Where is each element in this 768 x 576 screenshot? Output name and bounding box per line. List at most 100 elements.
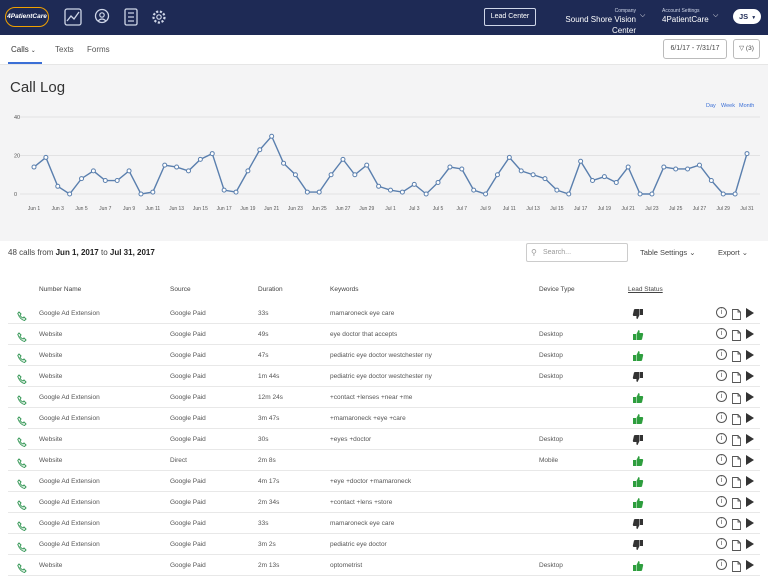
- transcript-document-icon[interactable]: [732, 454, 741, 467]
- data-point[interactable]: [114, 178, 120, 184]
- range-month-link[interactable]: Month: [739, 103, 755, 109]
- data-point[interactable]: [90, 168, 96, 174]
- transcript-document-icon[interactable]: [732, 475, 741, 488]
- info-icon[interactable]: i: [716, 538, 727, 549]
- data-point[interactable]: [542, 176, 548, 182]
- data-point[interactable]: [506, 154, 512, 160]
- transcript-document-icon[interactable]: [732, 517, 741, 530]
- data-point[interactable]: [150, 189, 156, 195]
- range-day-link[interactable]: Day: [706, 103, 716, 109]
- data-point[interactable]: [601, 174, 607, 180]
- data-point[interactable]: [197, 156, 203, 162]
- data-point[interactable]: [67, 191, 73, 197]
- play-recording-icon[interactable]: [746, 497, 754, 507]
- data-point[interactable]: [316, 189, 322, 195]
- info-icon[interactable]: i: [716, 517, 727, 528]
- data-point[interactable]: [447, 164, 453, 170]
- column-header-device-type[interactable]: Device Type: [539, 286, 575, 293]
- data-point[interactable]: [518, 168, 524, 174]
- table-settings-dropdown[interactable]: Table Settings ⌄: [640, 248, 696, 257]
- info-icon[interactable]: i: [716, 496, 727, 507]
- account-chevron-down-icon[interactable]: ⌵: [713, 12, 719, 19]
- table-row[interactable]: Website Google Paid 30s +eyes +doctor Deskto…: [8, 429, 760, 450]
- table-row[interactable]: Website Google Paid 2m 13s optometrist Deskt…: [8, 555, 760, 576]
- data-point[interactable]: [340, 156, 346, 162]
- data-point[interactable]: [625, 164, 631, 170]
- thumbs-up-icon[interactable]: [632, 496, 644, 508]
- data-point[interactable]: [388, 187, 393, 193]
- thumbs-down-icon[interactable]: [632, 433, 644, 445]
- play-recording-icon[interactable]: [746, 539, 754, 549]
- info-icon[interactable]: i: [716, 433, 727, 444]
- data-point[interactable]: [744, 151, 750, 157]
- data-point[interactable]: [376, 183, 382, 189]
- data-point[interactable]: [578, 158, 584, 164]
- thumbs-up-icon[interactable]: [632, 328, 644, 340]
- play-recording-icon[interactable]: [746, 329, 754, 339]
- data-point[interactable]: [435, 179, 441, 185]
- transcript-document-icon[interactable]: [732, 349, 741, 362]
- info-icon[interactable]: i: [716, 559, 727, 570]
- data-point[interactable]: [411, 181, 417, 187]
- play-recording-icon[interactable]: [746, 413, 754, 423]
- app-logo[interactable]: 4PatientCare: [5, 7, 49, 27]
- column-header-duration[interactable]: Duration: [258, 286, 283, 293]
- transcript-document-icon[interactable]: [732, 433, 741, 446]
- data-point[interactable]: [399, 189, 405, 195]
- table-row[interactable]: Website Google Paid 1m 44s pediatric eye do…: [8, 366, 760, 387]
- play-recording-icon[interactable]: [746, 455, 754, 465]
- account-settings-menu[interactable]: Account Settings 4PatientCare: [662, 8, 722, 25]
- transcript-document-icon[interactable]: [732, 328, 741, 341]
- data-point[interactable]: [245, 168, 251, 174]
- table-row[interactable]: Google Ad Extension Google Paid 4m 17s +eye…: [8, 471, 760, 492]
- column-header-keywords[interactable]: Keywords: [330, 286, 359, 293]
- data-point[interactable]: [661, 164, 667, 170]
- data-point[interactable]: [673, 166, 679, 172]
- column-header-lead-status[interactable]: Lead Status: [628, 286, 663, 293]
- data-point[interactable]: [79, 176, 85, 182]
- thumbs-down-icon[interactable]: [632, 517, 644, 529]
- data-point[interactable]: [138, 191, 144, 197]
- data-point[interactable]: [281, 160, 287, 166]
- data-point[interactable]: [590, 178, 596, 184]
- settings-gear-icon[interactable]: [150, 8, 168, 26]
- transcript-document-icon[interactable]: [732, 559, 741, 572]
- table-row[interactable]: Google Ad Extension Google Paid 2m 34s +con…: [8, 492, 760, 513]
- table-row[interactable]: Google Ad Extension Google Paid 33s mamaron…: [8, 303, 760, 324]
- data-point[interactable]: [720, 191, 726, 197]
- info-icon[interactable]: i: [716, 307, 727, 318]
- data-point[interactable]: [233, 189, 239, 195]
- date-range-picker[interactable]: 6/1/17 - 7/31/17: [663, 39, 727, 59]
- search-input[interactable]: ⚲ Search...: [526, 243, 628, 262]
- transcript-document-icon[interactable]: [732, 412, 741, 425]
- data-point[interactable]: [304, 189, 310, 195]
- play-recording-icon[interactable]: [746, 434, 754, 444]
- data-point[interactable]: [685, 166, 691, 172]
- thumbs-up-icon[interactable]: [632, 391, 644, 403]
- play-recording-icon[interactable]: [746, 518, 754, 528]
- lead-center-button[interactable]: Lead Center: [484, 8, 536, 26]
- data-point[interactable]: [483, 191, 489, 197]
- data-point[interactable]: [257, 147, 263, 153]
- data-point[interactable]: [185, 168, 191, 174]
- table-row[interactable]: Google Ad Extension Google Paid 3m 47s +mam…: [8, 408, 760, 429]
- play-recording-icon[interactable]: [746, 371, 754, 381]
- column-header-source[interactable]: Source: [170, 286, 191, 293]
- play-recording-icon[interactable]: [746, 560, 754, 570]
- info-icon[interactable]: i: [716, 370, 727, 381]
- thumbs-down-icon[interactable]: [632, 538, 644, 550]
- data-point[interactable]: [637, 191, 643, 197]
- data-point[interactable]: [328, 172, 334, 178]
- thumbs-down-icon[interactable]: [632, 307, 644, 319]
- thumbs-up-icon[interactable]: [632, 412, 644, 424]
- play-recording-icon[interactable]: [746, 308, 754, 318]
- user-avatar[interactable]: JS ▼: [733, 9, 761, 24]
- table-row[interactable]: Website Direct 2m 8s Mobile i: [8, 450, 760, 471]
- data-point[interactable]: [554, 187, 560, 193]
- transcript-document-icon[interactable]: [732, 391, 741, 404]
- info-icon[interactable]: i: [716, 349, 727, 360]
- table-row[interactable]: Website Google Paid 49s eye doctor that acc…: [8, 324, 760, 345]
- data-point[interactable]: [471, 187, 477, 193]
- leads-icon[interactable]: [93, 8, 111, 26]
- info-icon[interactable]: i: [716, 391, 727, 402]
